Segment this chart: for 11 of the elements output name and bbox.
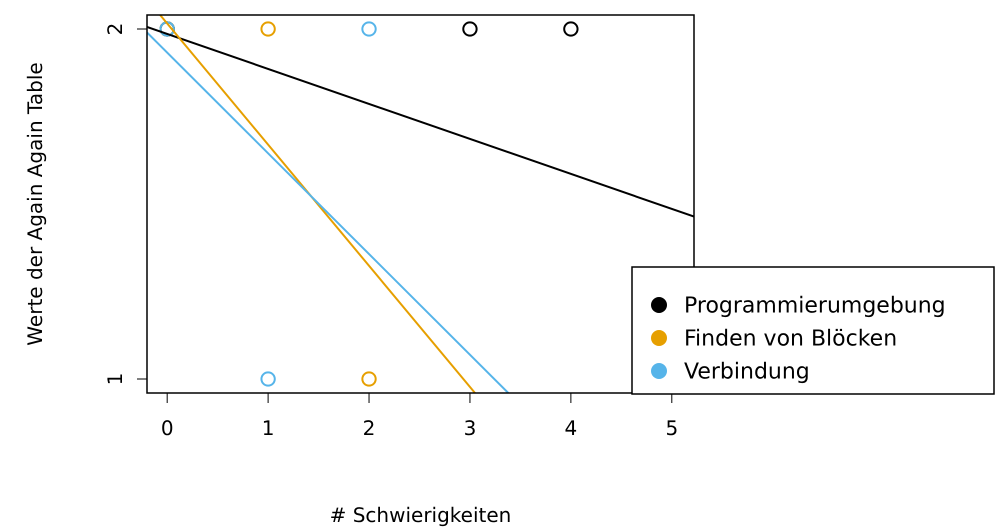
x-tick-label: 0 <box>160 416 174 440</box>
legend-label: Verbindung <box>684 360 810 385</box>
x-tick-label: 3 <box>464 416 476 440</box>
legend-label: Programmierumgebung <box>684 294 946 319</box>
legend-label: Finden von Blöcken <box>684 326 898 352</box>
x-tick-label: 2 <box>362 416 376 440</box>
y-axis-title: Werte der Again Again Table <box>23 62 47 346</box>
x-tick-label: 5 <box>665 416 678 440</box>
x-tick-label: 4 <box>564 416 578 440</box>
x-tick-label: 1 <box>262 416 274 440</box>
x-axis-title: # Schwierigkeiten <box>330 503 512 527</box>
